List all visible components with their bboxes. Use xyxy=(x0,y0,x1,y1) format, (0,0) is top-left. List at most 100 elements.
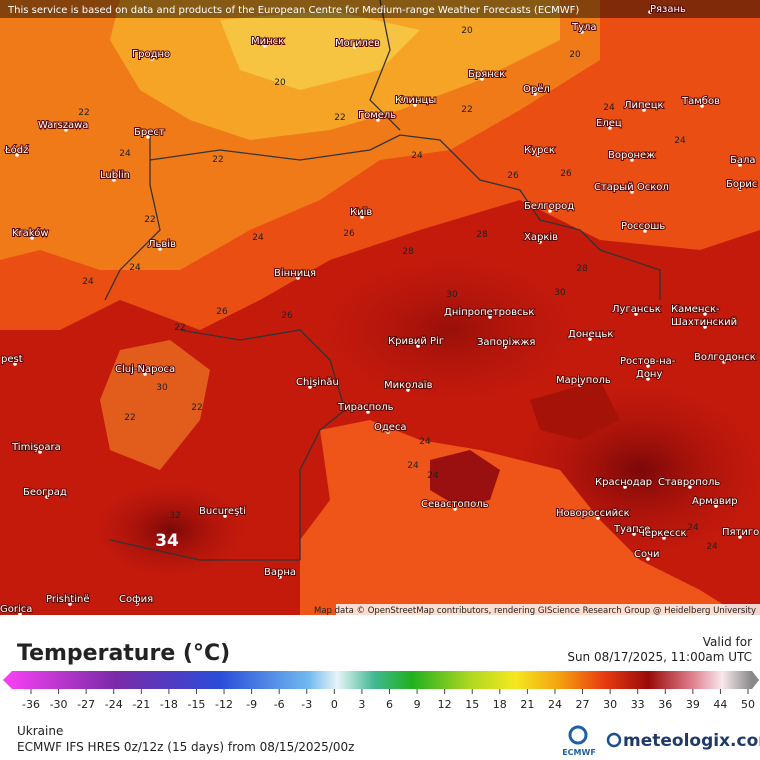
legend-tick-label: 27 xyxy=(576,698,590,711)
city-label: Warszawa xyxy=(38,120,88,131)
city-label: Луганськ xyxy=(612,304,661,315)
city-dot xyxy=(662,536,666,540)
city-label: Кривий Ріг xyxy=(388,335,444,347)
city-label: Волгодонск xyxy=(694,352,756,363)
city-label: Гродно xyxy=(132,49,170,60)
contour-label: 24 xyxy=(674,136,686,146)
city-dot xyxy=(278,575,282,579)
city-dot xyxy=(536,153,540,157)
legend-tick-label: 3 xyxy=(358,698,365,711)
city-label: Старый Оскол xyxy=(594,182,669,193)
city-dot xyxy=(630,190,634,194)
city-dot xyxy=(406,388,410,392)
site-logo-icon xyxy=(606,732,622,748)
city-dot xyxy=(386,430,390,434)
contour-label: 22 xyxy=(461,105,472,115)
city-dot xyxy=(738,187,742,191)
city-label: София xyxy=(119,594,153,605)
city-dot xyxy=(453,507,457,511)
valid-time: Sun 08/17/2025, 11:00am UTC xyxy=(567,650,752,664)
city-label: Туапсе xyxy=(613,524,650,535)
attribution: Map data © OpenStreetMap contributors, r… xyxy=(314,606,756,616)
contour-label: 26 xyxy=(507,171,519,181)
city-label: Новороссийск xyxy=(556,508,630,519)
city-label: Дніпропетровськ xyxy=(444,306,534,318)
city-dot xyxy=(112,178,116,182)
contour-label: 24 xyxy=(687,523,699,533)
contour-label: 26 xyxy=(343,229,355,239)
city-label: Рязань xyxy=(650,4,686,15)
city-label: Донецьк xyxy=(568,329,613,340)
city-label: Россошь xyxy=(621,221,665,232)
city-dot xyxy=(308,385,312,389)
legend-tick-label: 24 xyxy=(548,698,562,711)
city-label: Тула xyxy=(571,22,597,33)
legend-tick-label: -27 xyxy=(77,698,95,711)
city-label: Харків xyxy=(524,231,558,243)
valid-label: Valid for xyxy=(703,635,752,649)
city-label: Елец xyxy=(596,118,622,129)
legend-tick-label: 6 xyxy=(386,698,393,711)
city-dot xyxy=(646,377,650,381)
legend-tick-label: 50 xyxy=(741,698,755,711)
contour-label: 24 xyxy=(427,471,439,481)
legend-tick-label: -15 xyxy=(187,698,205,711)
city-dot xyxy=(135,602,139,606)
city-dot xyxy=(146,135,150,139)
contour-label: 24 xyxy=(411,151,423,161)
city-label: Курск xyxy=(524,145,555,156)
legend-tick-label: -3 xyxy=(301,698,312,711)
contour-label: 24 xyxy=(119,149,131,159)
contour-label: 22 xyxy=(124,413,135,423)
scale-arrow-left xyxy=(3,671,12,689)
city-dot xyxy=(223,514,227,518)
city-label: Армавир xyxy=(692,496,738,507)
contour-label: 22 xyxy=(174,323,185,333)
city-label: Клинцы xyxy=(395,95,436,106)
city-label: Миколаїв xyxy=(384,380,433,391)
city-label: Липецк xyxy=(624,100,664,111)
city-label: Шахтинский xyxy=(671,317,737,328)
city-dot xyxy=(608,126,612,130)
city-dot xyxy=(714,504,718,508)
city-dot xyxy=(700,104,704,108)
city-label: Белгород xyxy=(524,201,574,212)
max-label: 34 xyxy=(155,531,179,551)
city-dot xyxy=(703,325,707,329)
city-dot xyxy=(413,103,417,107)
city-dot xyxy=(360,215,364,219)
city-label: pest xyxy=(1,354,23,365)
city-dot xyxy=(596,516,600,520)
city-label: Дону xyxy=(636,369,662,380)
city-dot xyxy=(263,44,267,48)
city-label: Бала xyxy=(730,155,756,166)
city-dot xyxy=(643,229,647,233)
contour-label: 20 xyxy=(274,78,286,88)
city-label: Варна xyxy=(264,567,296,578)
city-dot xyxy=(143,372,147,376)
city-label: Gorica xyxy=(0,604,32,615)
city-label: Београд xyxy=(23,487,67,498)
city-dot xyxy=(30,236,34,240)
legend-tick-label: -21 xyxy=(132,698,150,711)
scale-arrow-right xyxy=(752,671,759,689)
city-label: Сочи xyxy=(634,549,660,560)
map: This service is based on data and produc… xyxy=(0,0,760,616)
city-dot xyxy=(634,312,638,316)
attribution-bg xyxy=(336,604,760,615)
city-dot xyxy=(296,276,300,280)
city-label: Ростов-на- xyxy=(620,356,676,367)
city-label: Timişoara xyxy=(11,442,61,453)
legend-tick-label: 39 xyxy=(686,698,700,711)
contour-label: 30 xyxy=(156,383,168,393)
banner: This service is based on data and produc… xyxy=(7,5,579,16)
city-dot xyxy=(68,602,72,606)
city-label: Львів xyxy=(148,238,176,250)
city-dot xyxy=(588,337,592,341)
contour-label: 28 xyxy=(402,247,414,257)
contour-label: 24 xyxy=(82,277,94,287)
contour-label: 24 xyxy=(407,461,419,471)
city-label: Краснодар xyxy=(595,477,652,488)
city-dot xyxy=(642,108,646,112)
